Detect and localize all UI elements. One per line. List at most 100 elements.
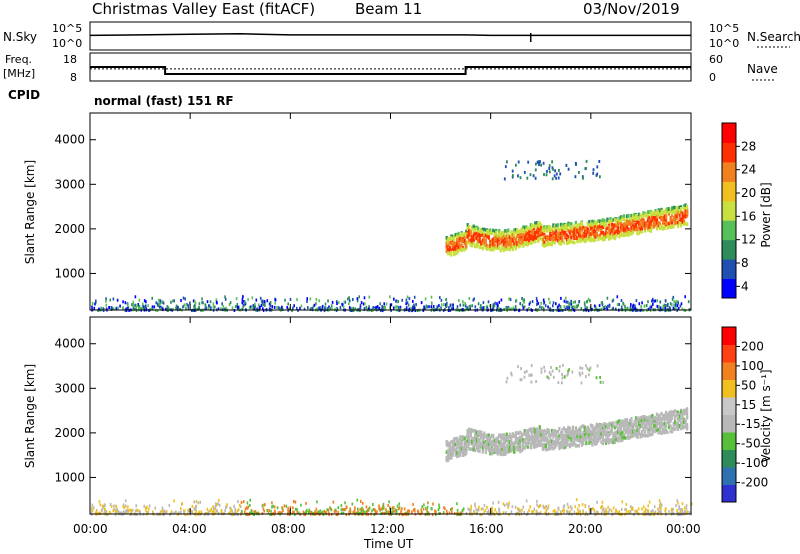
heatmap-cell bbox=[543, 229, 546, 234]
heatmap-cell bbox=[505, 234, 508, 238]
heatmap-cell bbox=[553, 228, 556, 233]
heatmap-cell bbox=[293, 500, 295, 503]
heatmap-cell bbox=[562, 437, 565, 441]
heatmap-cell bbox=[264, 303, 266, 307]
heatmap-cell bbox=[388, 510, 391, 514]
heatmap-cell bbox=[487, 445, 490, 450]
heatmap-cell bbox=[671, 213, 674, 217]
heatmap-cell bbox=[610, 222, 614, 227]
heatmap-cell bbox=[558, 445, 561, 449]
heatmap-cell bbox=[624, 307, 626, 310]
heatmap-cell bbox=[481, 241, 484, 245]
heatmap-cell bbox=[619, 219, 623, 224]
heatmap-cell bbox=[508, 247, 511, 252]
heatmap-cell bbox=[567, 431, 570, 436]
heatmap-cell bbox=[451, 510, 453, 514]
heatmap-cell bbox=[649, 427, 653, 431]
heatmap-cell bbox=[680, 205, 683, 209]
heatmap-cell bbox=[568, 303, 570, 307]
heatmap-cell bbox=[528, 302, 531, 306]
heatmap-cell bbox=[529, 442, 532, 447]
heatmap-cell bbox=[639, 420, 642, 425]
heatmap-cell bbox=[600, 506, 602, 510]
heatmap-cell bbox=[648, 500, 651, 504]
heatmap-cell bbox=[307, 306, 309, 310]
heatmap-cell bbox=[438, 503, 440, 507]
heatmap-cell bbox=[236, 509, 239, 513]
heatmap-cell bbox=[525, 432, 528, 436]
heatmap-cell bbox=[609, 228, 612, 232]
heatmap-cell bbox=[268, 509, 270, 512]
heatmap-cell bbox=[453, 234, 456, 239]
heatmap-cell bbox=[520, 439, 523, 443]
heatmap-cell bbox=[242, 295, 244, 299]
heatmap-cell bbox=[591, 429, 594, 433]
heatmap-cell bbox=[607, 224, 611, 229]
heatmap-cell bbox=[229, 511, 231, 515]
heatmap-cell bbox=[615, 234, 618, 238]
heatmap-cell bbox=[657, 221, 660, 225]
heatmap-cell bbox=[463, 440, 466, 444]
heatmap-cell bbox=[543, 244, 546, 248]
heatmap-cell bbox=[571, 240, 574, 245]
heatmap-cell bbox=[542, 161, 545, 165]
heatmap-cell bbox=[498, 241, 501, 246]
heatmap-cell bbox=[221, 302, 223, 306]
heatmap-cell bbox=[555, 225, 558, 229]
heatmap-cell bbox=[546, 427, 549, 432]
heatmap-cell bbox=[242, 500, 245, 504]
heatmap-cell bbox=[454, 437, 457, 441]
heatmap-cell bbox=[619, 222, 623, 226]
heatmap-cell bbox=[636, 430, 639, 435]
heatmap-cell bbox=[518, 509, 521, 513]
heatmap-cell bbox=[352, 511, 354, 515]
heatmap-cell bbox=[325, 306, 327, 310]
heatmap-cell bbox=[236, 305, 239, 309]
heatmap-cell bbox=[621, 223, 624, 228]
heatmap-cell bbox=[603, 422, 606, 426]
heatmap-cell bbox=[415, 303, 417, 307]
heatmap-cell bbox=[547, 506, 549, 510]
heatmap-cell bbox=[450, 440, 453, 444]
heatmap-cell bbox=[442, 511, 445, 515]
heatmap-cell bbox=[574, 435, 577, 439]
heatmap-cell bbox=[655, 417, 659, 421]
heatmap-cell bbox=[480, 435, 483, 439]
heatmap-cell bbox=[618, 218, 621, 223]
heatmap-cell bbox=[579, 433, 582, 437]
heatmap-cell bbox=[300, 503, 302, 507]
heatmap-cell bbox=[519, 436, 522, 440]
heatmap-cell bbox=[450, 449, 453, 454]
heatmap-cell bbox=[471, 238, 474, 242]
heatmap-cell bbox=[465, 244, 468, 249]
heatmap-cell bbox=[585, 159, 588, 163]
heatmap-cell bbox=[544, 243, 547, 247]
heatmap-cell bbox=[577, 303, 580, 307]
heatmap-cell bbox=[352, 306, 355, 310]
heatmap-cell bbox=[584, 306, 587, 309]
heatmap-cell bbox=[114, 508, 117, 512]
heatmap-cell bbox=[597, 431, 600, 436]
heatmap-cell bbox=[648, 416, 651, 421]
heatmap-cell bbox=[555, 429, 558, 434]
heatmap-cell bbox=[266, 508, 268, 512]
heatmap-cell bbox=[511, 238, 514, 243]
heatmap-cell bbox=[358, 295, 360, 299]
heatmap-cell bbox=[619, 232, 623, 236]
heatmap-cell bbox=[185, 307, 187, 311]
heatmap-cell bbox=[681, 307, 684, 311]
heatmap-cell bbox=[253, 307, 256, 311]
heatmap-cell bbox=[212, 505, 214, 509]
heatmap-cell bbox=[498, 440, 501, 444]
heatmap-cell bbox=[580, 432, 583, 437]
heatmap-cell bbox=[445, 455, 448, 460]
heatmap-cell bbox=[454, 453, 457, 457]
heatmap-cell bbox=[288, 307, 290, 311]
heatmap-cell bbox=[665, 507, 667, 511]
heatmap-cell bbox=[170, 511, 172, 515]
heatmap-cell bbox=[567, 434, 570, 439]
heatmap-cell bbox=[531, 441, 534, 446]
heatmap-cell bbox=[660, 426, 663, 430]
heatmap-cell bbox=[562, 426, 565, 430]
heatmap-cell bbox=[482, 301, 485, 305]
